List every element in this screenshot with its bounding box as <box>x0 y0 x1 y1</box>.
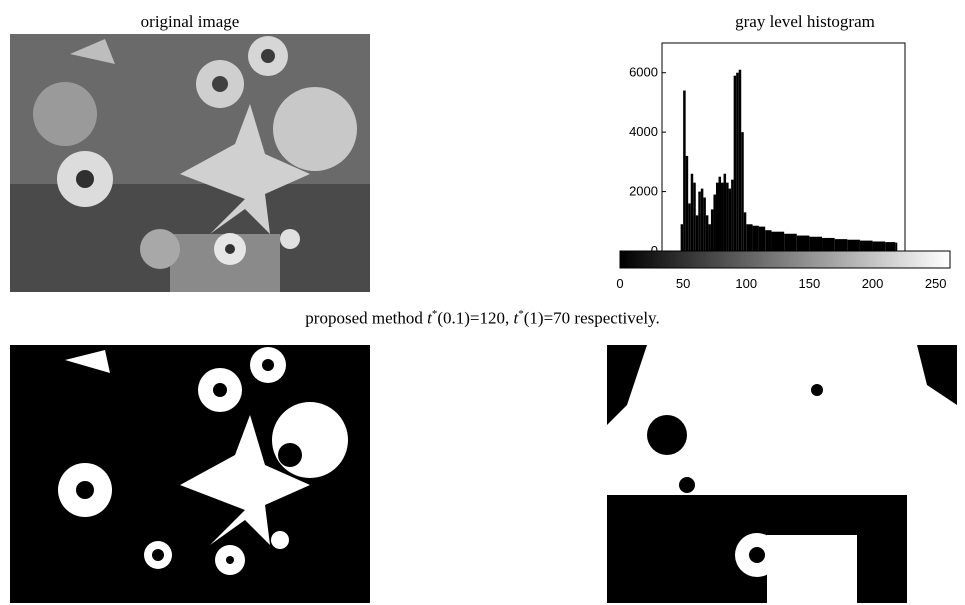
y-tick-label: 6000 <box>629 65 658 80</box>
histogram-bar <box>698 191 701 251</box>
histogram-bar <box>758 226 766 251</box>
histogram-bar <box>784 233 797 251</box>
histogram-bar <box>718 176 722 251</box>
figure-caption: proposed method t*(0.1)=120, t*(1)=70 re… <box>305 308 660 328</box>
histogram-bar <box>690 173 694 251</box>
x-tick-label: 250 <box>925 276 947 291</box>
histogram-bar <box>746 224 753 251</box>
histogram-bar <box>680 224 684 251</box>
histogram-bar <box>738 69 742 251</box>
histogram-bar <box>847 239 860 251</box>
histogram-bar <box>771 231 785 251</box>
histogram-bar <box>710 209 714 251</box>
grayscale-colorbar <box>619 250 951 269</box>
threshold-result-120 <box>10 345 370 603</box>
histogram-bar <box>859 240 873 251</box>
original-image-title: original image <box>140 12 240 31</box>
histogram-bar <box>822 237 835 251</box>
histogram-bar <box>705 215 709 251</box>
histogram-bar <box>895 242 898 251</box>
histogram-bar <box>809 236 823 251</box>
histogram-title: gray level histogram <box>735 12 875 31</box>
histogram-bar <box>703 197 706 251</box>
histogram-bar <box>885 242 896 251</box>
histogram-bar <box>728 188 732 251</box>
x-tick-label: 0 <box>616 276 623 291</box>
histogram-bar <box>752 225 759 251</box>
histogram-bar <box>683 90 686 251</box>
histogram-bar <box>713 194 716 251</box>
x-tick-label: 200 <box>862 276 884 291</box>
histogram-bar <box>765 230 772 251</box>
x-tick-label: 50 <box>676 276 690 291</box>
histogram-bar <box>743 212 747 251</box>
histogram-bar <box>741 132 744 251</box>
x-tick-label: 150 <box>799 276 821 291</box>
y-tick-label: 2000 <box>629 184 658 199</box>
histogram-bar <box>685 155 689 251</box>
histogram-bar <box>733 75 737 251</box>
histogram-bar <box>695 215 699 251</box>
histogram-bar <box>708 224 711 251</box>
histogram-bar <box>700 188 704 251</box>
histogram-bar <box>726 182 729 251</box>
histogram-bar <box>731 179 734 251</box>
threshold-result-70 <box>607 345 957 603</box>
histogram-bar <box>721 182 724 251</box>
histogram-bar <box>796 235 810 251</box>
histogram-bar <box>872 241 886 251</box>
histogram-bar <box>723 173 727 251</box>
histogram-bar <box>715 182 719 251</box>
histogram-bar <box>688 203 691 251</box>
original-image <box>10 34 370 292</box>
histogram-bar <box>693 182 696 251</box>
x-tick-label: 100 <box>735 276 757 291</box>
histogram-bar <box>834 239 848 251</box>
y-tick-label: 4000 <box>629 124 658 139</box>
histogram-bar <box>736 72 739 251</box>
